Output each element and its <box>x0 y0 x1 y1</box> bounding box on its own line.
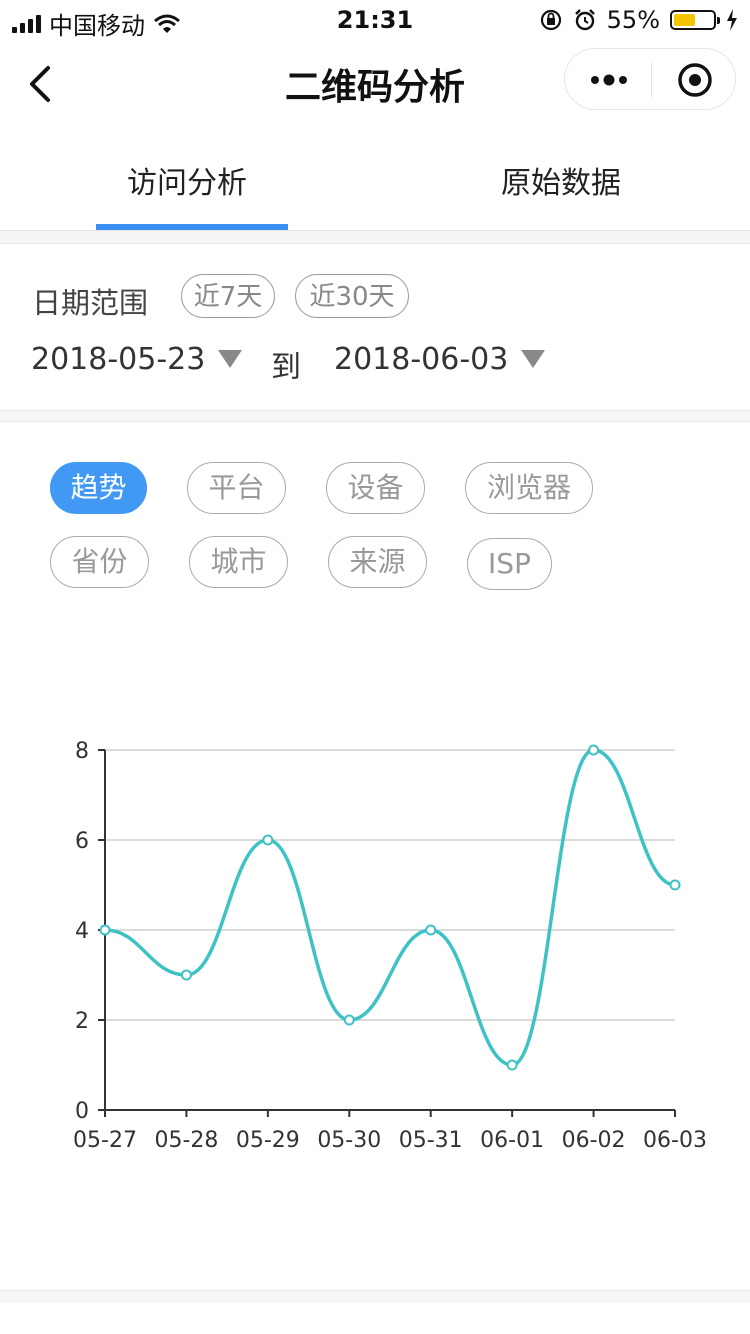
filter-device-chip[interactable]: 设备 <box>326 462 425 514</box>
data-point[interactable] <box>343 1014 355 1026</box>
start-date-picker[interactable]: 2018-05-23 <box>31 342 206 377</box>
signal-icon <box>12 14 41 33</box>
tab-raw-data[interactable]: 原始数据 <box>501 166 621 201</box>
data-point[interactable] <box>262 834 274 846</box>
section-divider <box>0 231 750 244</box>
end-date-dropdown-icon[interactable] <box>521 350 545 368</box>
filter-browser-chip[interactable]: 浏览器 <box>465 462 593 514</box>
x-tick-label: 06-03 <box>643 1128 707 1153</box>
section-divider <box>0 410 750 422</box>
date-range-separator: 到 <box>271 350 301 385</box>
active-tab-indicator <box>96 224 288 230</box>
filter-platform-chip[interactable]: 平台 <box>187 462 286 514</box>
x-tick-label: 06-02 <box>562 1128 626 1153</box>
back-arrow-icon[interactable] <box>22 64 62 104</box>
tab-bar: 访问分析 原始数据 <box>0 126 750 231</box>
y-tick-label: 2 <box>75 1009 89 1034</box>
mini-program-capsule <box>564 48 736 110</box>
battery-percent: 55% <box>606 6 660 34</box>
data-point[interactable] <box>506 1059 518 1071</box>
data-point[interactable] <box>588 744 600 756</box>
more-icon[interactable] <box>589 68 629 92</box>
y-tick-label: 6 <box>75 829 89 854</box>
end-date-picker[interactable]: 2018-06-03 <box>334 342 509 377</box>
data-point[interactable] <box>180 969 192 981</box>
y-tick-label: 4 <box>75 919 89 944</box>
x-tick-label: 06-01 <box>480 1128 544 1153</box>
data-point[interactable] <box>425 924 437 936</box>
battery-icon <box>670 10 720 30</box>
date-range-section: 日期范围 近7天 近30天 2018-05-23 到 2018-06-03 <box>0 244 750 410</box>
trend-line-chart: 0 2 4 6 8 05-27 05-28 05-29 05-30 05-31 06-01 06-02… <box>73 739 707 1153</box>
status-bar: 中国移动 21:31 55% <box>0 0 750 40</box>
series-line <box>104 748 676 1067</box>
x-tick-label: 05-28 <box>154 1128 218 1153</box>
x-tick-label: 05-30 <box>317 1128 381 1153</box>
charging-icon <box>727 9 737 31</box>
data-point[interactable] <box>99 924 111 936</box>
filter-province-chip[interactable]: 省份 <box>50 536 149 588</box>
wifi-icon <box>154 14 180 33</box>
status-time: 21:31 <box>336 6 414 34</box>
filter-isp-chip[interactable]: ISP <box>467 538 552 590</box>
date-range-label: 日期范围 <box>32 286 149 320</box>
filter-city-chip[interactable]: 城市 <box>189 536 288 588</box>
tab-visit-analysis[interactable]: 访问分析 <box>127 166 247 201</box>
navigation-bar: 二维码分析 <box>0 40 750 126</box>
orientation-lock-icon <box>540 9 561 31</box>
page-title: 二维码分析 <box>284 67 465 108</box>
y-tick-label: 0 <box>75 1099 89 1124</box>
close-mini-program-icon[interactable] <box>677 62 713 98</box>
carrier-name: 中国移动 <box>49 12 145 40</box>
x-tick-label: 05-27 <box>73 1128 137 1153</box>
last-7-days-chip[interactable]: 近7天 <box>181 274 275 318</box>
y-tick-label: 8 <box>75 739 89 764</box>
start-date-dropdown-icon[interactable] <box>218 350 242 368</box>
x-tick-label: 05-31 <box>399 1128 463 1153</box>
data-point[interactable] <box>669 879 681 891</box>
last-30-days-chip[interactable]: 近30天 <box>295 274 409 318</box>
section-divider <box>0 1290 750 1303</box>
filter-trend-chip[interactable]: 趋势 <box>50 462 147 514</box>
alarm-icon <box>574 9 595 31</box>
x-tick-label: 05-29 <box>236 1128 300 1153</box>
filter-source-chip[interactable]: 来源 <box>328 536 427 588</box>
